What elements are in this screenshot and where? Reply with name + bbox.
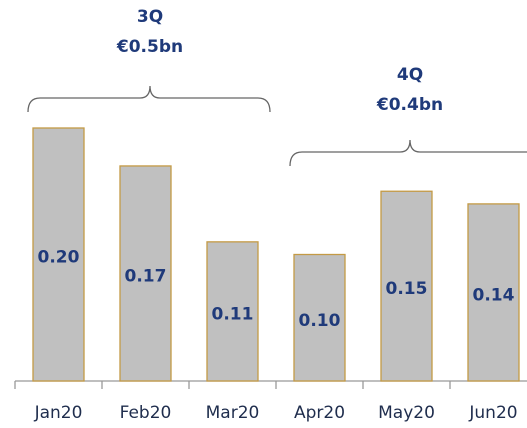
data-label: 0.20 [38,248,80,268]
annotation-value: €0.4bn [376,95,443,115]
x-tick-label: May20 [378,403,435,423]
annotation-label: 3Q [137,7,163,27]
bar [206,241,259,382]
data-label: 0.10 [299,311,341,331]
data-label: 0.17 [125,266,167,286]
data-label: 0.11 [212,304,254,324]
bracket [27,85,271,113]
annotation-label: 4Q [397,65,423,85]
bracket [289,139,527,167]
x-tick-label: Apr20 [294,403,345,423]
bar [380,190,433,382]
data-label: 0.15 [386,279,428,299]
bar [119,165,172,382]
x-tick-label: Mar20 [206,403,260,423]
annotation-value: €0.5bn [116,37,183,57]
x-tick-label: Jun20 [468,403,517,423]
bar [467,203,520,382]
bar [32,127,85,382]
x-tick-label: Jan20 [34,403,83,423]
bar [293,253,346,382]
x-tick-label: Feb20 [120,403,172,423]
data-label: 0.14 [473,285,515,305]
